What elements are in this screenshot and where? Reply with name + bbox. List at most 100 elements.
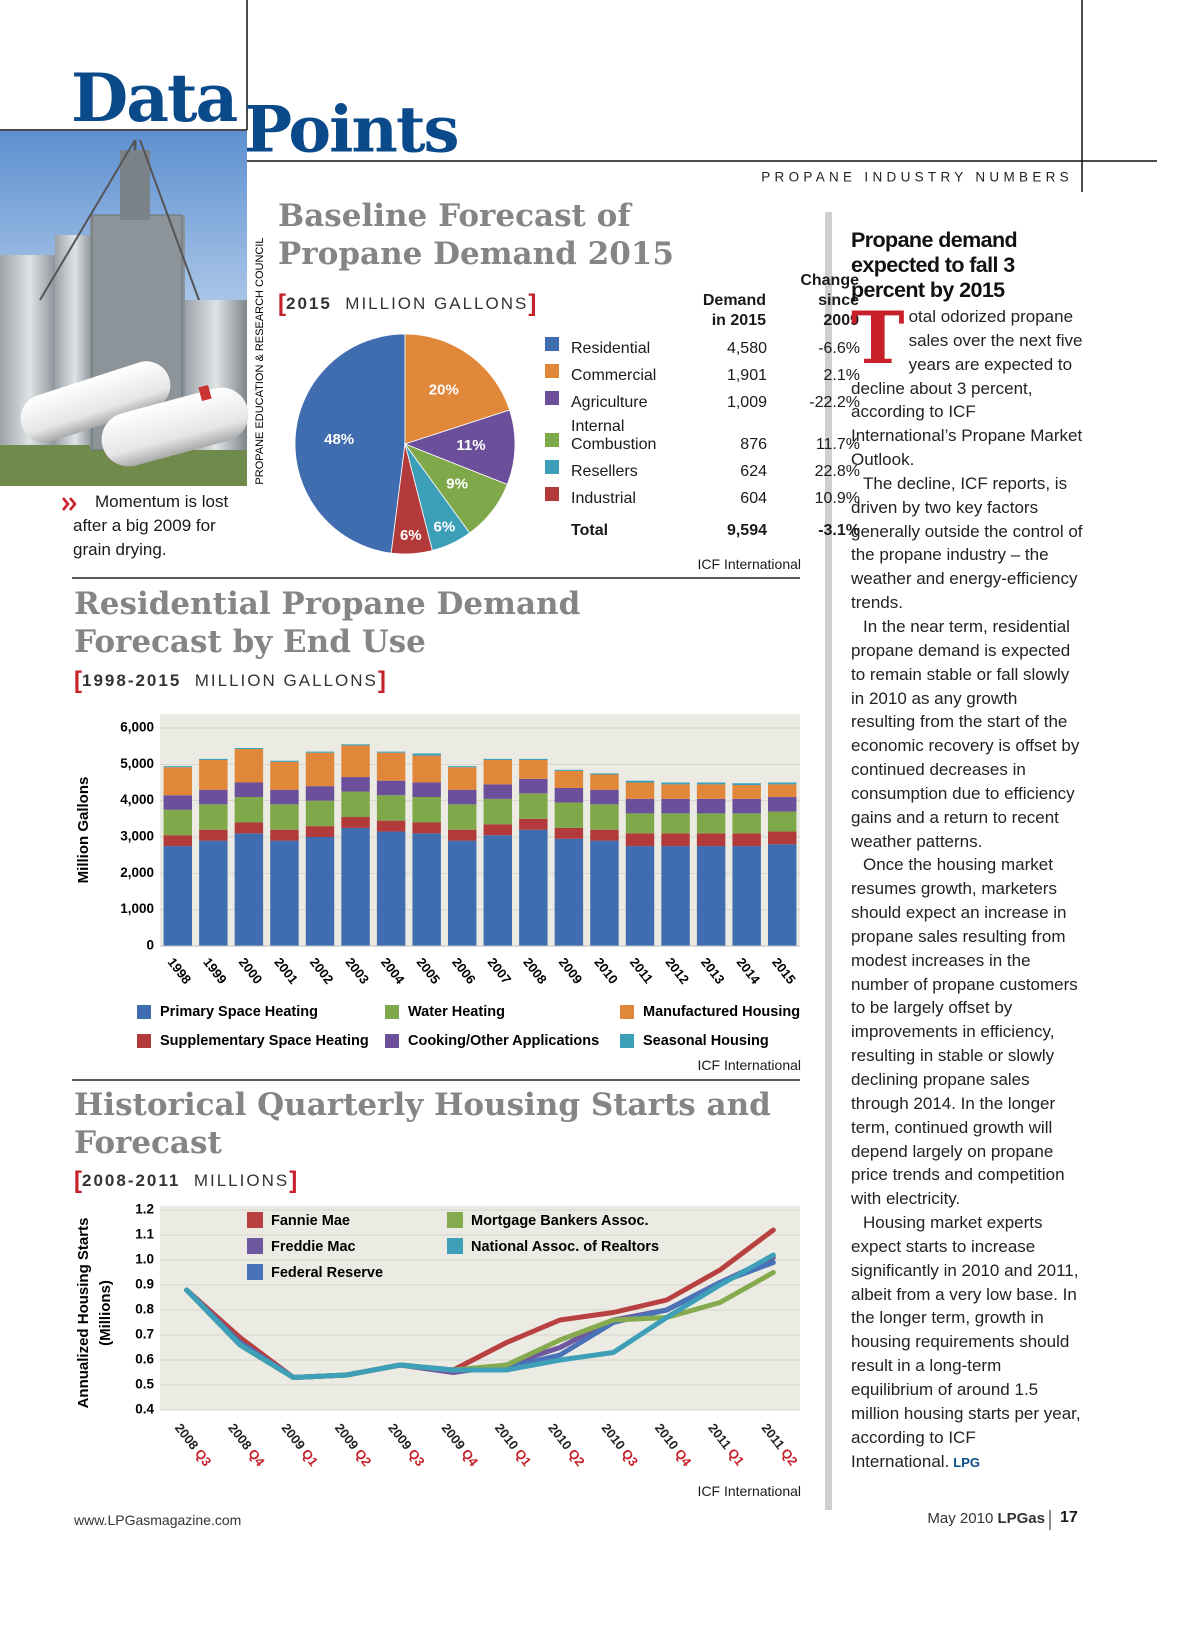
x-tick-label: 2009 <box>556 955 586 987</box>
total-row: Total 9,594 -3.1% <box>545 514 860 546</box>
legend-swatch <box>247 1212 263 1228</box>
y-tick-label: 0.6 <box>135 1352 154 1367</box>
paragraph: The decline, ICF reports, is driven by t… <box>851 472 1083 615</box>
sidebar: Propane demand expected to fall 3 percen… <box>851 228 1083 1474</box>
x-tick-label: 1998 <box>165 955 195 987</box>
bar-segment <box>412 782 441 798</box>
y-axis-label: Annualized Housing Starts <box>75 1218 92 1409</box>
pie-slice <box>294 333 406 554</box>
bar-segment <box>554 827 584 839</box>
legend-swatch <box>545 487 559 501</box>
legend-label: Manufactured Housing <box>643 1004 800 1020</box>
y-tick-label: 1.2 <box>135 1202 154 1217</box>
bar-segment <box>483 824 512 836</box>
bar-segment <box>768 831 797 845</box>
paragraph-text: The decline, ICF reports, is driven by t… <box>851 473 1083 613</box>
bar-segment <box>696 833 726 847</box>
bar-segment <box>341 744 370 746</box>
bar-segment <box>270 789 299 805</box>
table-row: Resellers 624 22.8% <box>545 460 860 487</box>
y-tick-label: 0 <box>146 938 154 953</box>
table-value: 1,901 <box>726 367 767 384</box>
bar-segment <box>554 769 584 771</box>
x-tick-label: 2009 Q4 <box>438 1421 481 1470</box>
bar-segment <box>590 840 619 946</box>
pie-table: Demand in 2015 Change since 2009 Residenti… <box>545 270 860 546</box>
bar-segment <box>234 822 264 834</box>
legend-swatch <box>620 1005 634 1019</box>
bar-segment <box>270 829 299 841</box>
legend-swatch <box>545 391 559 405</box>
bar-segment <box>768 844 797 946</box>
header-cell: Change since 2009 <box>800 272 859 329</box>
issue: May 2010 <box>927 1510 994 1527</box>
y-tick-label: 0.4 <box>135 1402 154 1417</box>
bar-segment <box>732 798 761 814</box>
bar-segment <box>483 835 512 946</box>
bar-segment <box>199 804 228 830</box>
y-axis-label: (Millions) <box>97 1280 114 1346</box>
table-value: 1,009 <box>726 394 767 411</box>
table-value: 604 <box>740 490 767 507</box>
bar-segment <box>448 804 477 830</box>
bar-segment <box>732 833 761 847</box>
y-tick-label: 3,000 <box>120 829 154 844</box>
x-tick-label: 2004 <box>378 955 408 988</box>
y-tick-label: 5,000 <box>120 756 154 771</box>
legend-label: Cooking/Other Applications <box>408 1033 599 1049</box>
x-tick-label: 2005 <box>414 955 444 987</box>
legend-swatch <box>137 1034 151 1048</box>
category-label: Resellers <box>571 463 638 480</box>
x-tick-label: 2009 Q2 <box>332 1421 375 1470</box>
x-tick-label: 2010 Q2 <box>545 1421 588 1470</box>
bar-segment <box>625 782 655 799</box>
paragraph-text: In the near term, residential propane de… <box>851 616 1080 851</box>
bar-segment <box>234 833 264 946</box>
x-tick-label: 2010 Q4 <box>652 1421 695 1470</box>
bar-segment <box>199 829 228 841</box>
category-label: Internal Combustion <box>571 418 657 453</box>
bar-segment <box>625 846 655 946</box>
y-tick-label: 0.5 <box>135 1377 154 1392</box>
bar-segment <box>590 773 619 775</box>
x-tick-label: 2009 Q1 <box>278 1421 321 1470</box>
subtitle-units: MILLION GALLONS <box>345 294 529 313</box>
y-tick-label: 1.1 <box>135 1227 154 1242</box>
y-tick-label: 4,000 <box>120 792 154 807</box>
table-value: 11.7% <box>815 436 860 453</box>
bar-segment <box>270 760 299 762</box>
bar-segment <box>270 761 299 790</box>
paragraph: In the near term, residential propane de… <box>851 615 1083 853</box>
x-tick-label: 2015 <box>769 955 799 987</box>
bar-segment <box>661 813 690 834</box>
y-axis-label: Million Gallons <box>75 777 92 884</box>
bar-segment <box>199 840 228 946</box>
legend-swatch <box>545 433 559 447</box>
bar-segment <box>625 780 655 783</box>
swatch-cell <box>545 391 571 418</box>
swatch-cell <box>545 364 571 391</box>
x-tick-label: 2001 <box>271 955 301 987</box>
slice-label: 11% <box>456 437 485 454</box>
bar-segment <box>305 800 335 827</box>
title-points: Points <box>244 93 458 168</box>
pie-slice <box>403 409 516 486</box>
chart-title: Historical Quarterly Housing Starts and … <box>74 1087 771 1161</box>
magazine: LPGas <box>997 1510 1045 1527</box>
photo-credit: PROPANE EDUCATION & RESEARCH COUNCIL <box>254 237 266 484</box>
y-tick-label: 0.8 <box>135 1302 154 1317</box>
bar-segment <box>199 759 228 790</box>
x-tick-label: 2013 <box>698 955 728 987</box>
legend-label: Fannie Mae <box>271 1213 350 1229</box>
bar-segment <box>305 786 335 801</box>
bar-segment <box>341 777 370 792</box>
source: ICF International <box>697 1057 802 1073</box>
x-tick-label: 2008 <box>520 955 550 987</box>
table-value: 4,580 <box>726 340 767 357</box>
page-number: 17 <box>1060 1509 1078 1526</box>
bar-segment <box>163 846 192 946</box>
bar-segment <box>376 780 406 796</box>
bar-segment <box>661 782 690 785</box>
table-row: Commercial 1,901 2.1% <box>545 364 860 391</box>
